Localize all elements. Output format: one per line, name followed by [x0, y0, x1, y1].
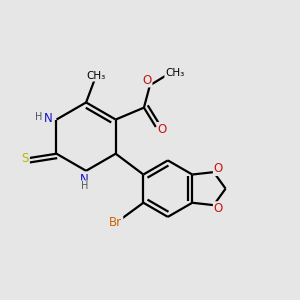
Text: CH₃: CH₃ [165, 68, 184, 78]
Text: N: N [44, 112, 52, 125]
Text: H: H [35, 112, 42, 122]
Text: O: O [142, 74, 152, 86]
Text: N: N [80, 172, 89, 186]
Text: O: O [214, 202, 223, 215]
Text: CH₃: CH₃ [86, 71, 106, 81]
Text: S: S [22, 152, 29, 165]
Text: O: O [214, 162, 223, 175]
Text: Br: Br [109, 216, 122, 229]
Text: O: O [158, 123, 167, 136]
Text: H: H [81, 181, 88, 191]
